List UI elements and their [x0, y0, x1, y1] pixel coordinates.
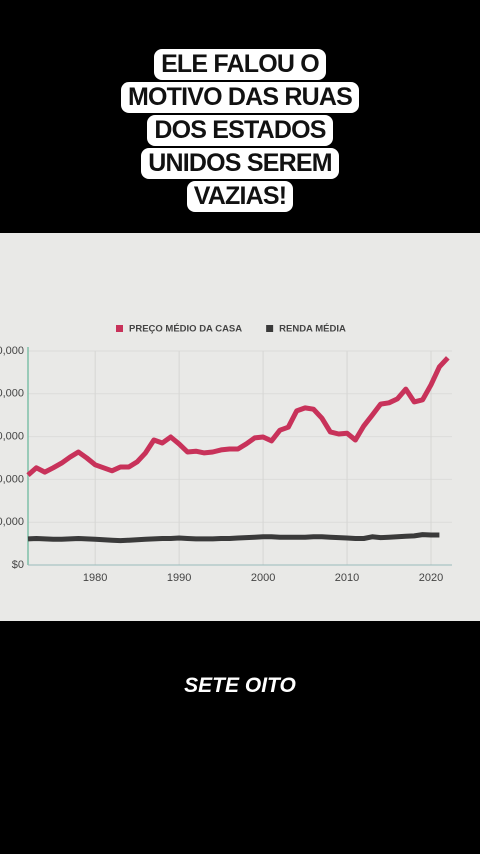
x-tick-label: 2010 [335, 572, 359, 584]
chart-panel [0, 233, 480, 621]
x-tick-label: 2020 [419, 572, 443, 584]
title-line: UNIDOS SEREM [141, 148, 339, 179]
legend-label: RENDA MÉDIA [279, 324, 346, 335]
legend-swatch [266, 325, 274, 332]
title-line: MOTIVO DAS RUAS [120, 82, 360, 113]
y-tick-label: $300,000 [0, 431, 24, 443]
y-tick-label: $400,000 [0, 388, 24, 400]
title-line: ELE FALOU O [154, 49, 326, 80]
y-tick-label: $200,000 [0, 473, 24, 485]
x-tick-label: 2000 [251, 572, 275, 584]
legend-label: PREÇO MÉDIO DA CASA [129, 324, 242, 335]
chart: $0 $100,000 $200,000 $300,000 $400,000 $500,0… [0, 233, 480, 621]
y-tick-label: $0 [12, 559, 24, 571]
y-tick-label: $500,000 [0, 345, 24, 357]
legend-swatch [116, 325, 123, 332]
title-line: VAZIAS! [186, 181, 294, 212]
data-line [27, 532, 440, 544]
x-tick-label: 1980 [83, 572, 107, 584]
x-tick-label: 1990 [167, 572, 191, 584]
data-line [26, 356, 450, 477]
caption: SETE OITO [184, 674, 296, 697]
title-line: DOS ESTADOS [147, 115, 333, 146]
title-block: ELE FALOU O MOTIVO DAS RUAS DOS ESTADOS UNI… [0, 48, 480, 213]
y-tick-label: $100,000 [0, 516, 24, 528]
